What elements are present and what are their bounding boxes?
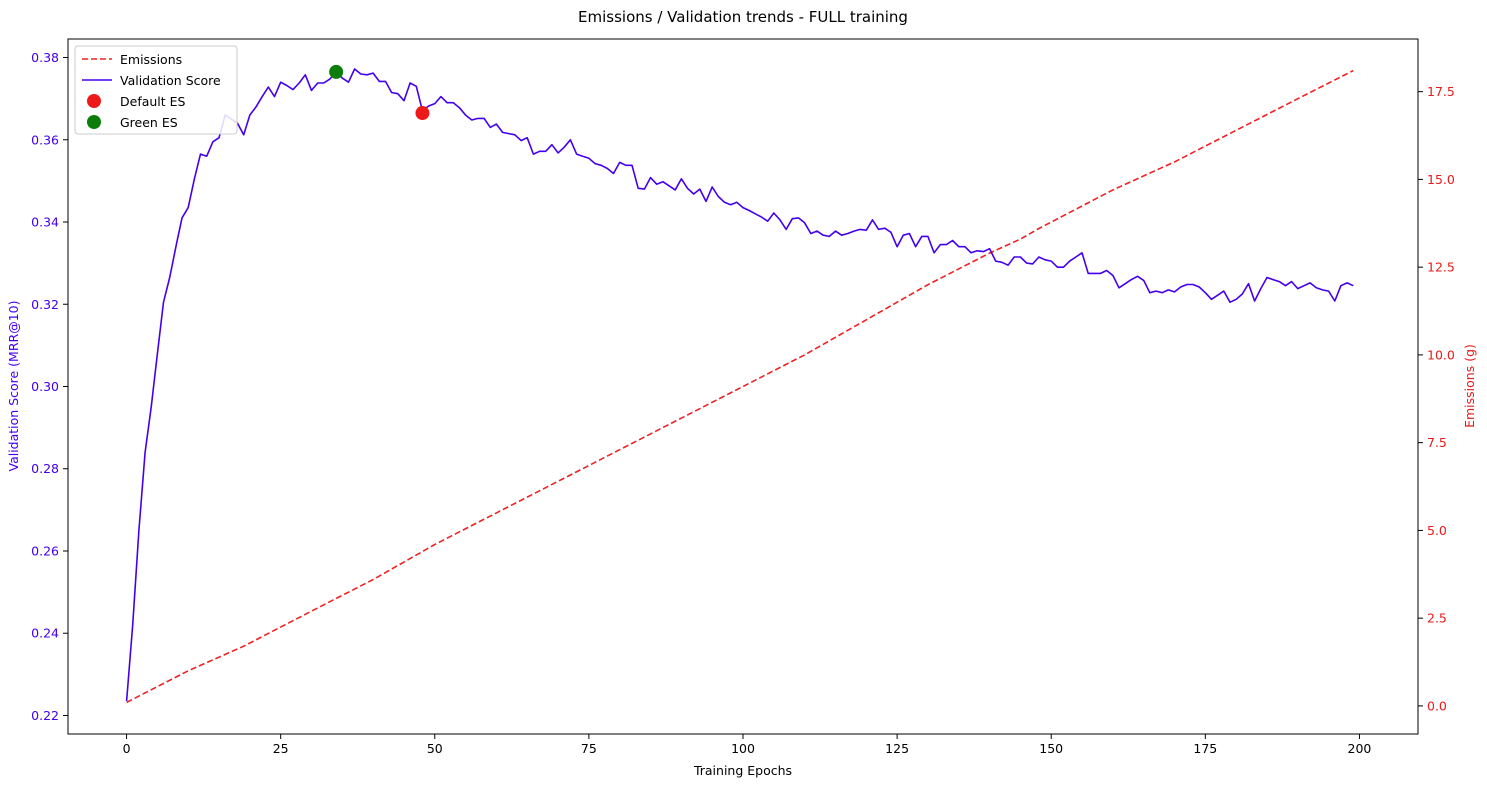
y-right-tick-label: 2.5 <box>1427 611 1447 626</box>
legend-validation-label: Validation Score <box>120 73 221 88</box>
x-tick-label: 50 <box>427 741 443 756</box>
legend-emissions-label: Emissions <box>120 52 182 67</box>
y-axis-left-ticks: 0.22 0.24 0.26 0.28 0.30 0.32 0.34 0.36 0.38 <box>31 50 68 723</box>
legend: Emissions Validation Score Default ES Gr… <box>74 45 238 135</box>
y-left-tick-label: 0.36 <box>31 132 59 147</box>
x-tick-label: 125 <box>885 741 909 756</box>
x-tick-label: 25 <box>273 741 289 756</box>
x-tick-label: 150 <box>1039 741 1063 756</box>
legend-default-es-swatch <box>87 94 101 108</box>
y-left-tick-label: 0.34 <box>31 215 59 230</box>
y-right-tick-label: 17.5 <box>1427 84 1455 99</box>
y-left-tick-label: 0.30 <box>31 379 59 394</box>
y-left-tick-label: 0.24 <box>31 626 59 641</box>
y-left-tick-label: 0.26 <box>31 543 59 558</box>
y-left-tick-label: 0.32 <box>31 297 59 312</box>
green-es-marker <box>329 64 344 79</box>
y-right-tick-label: 0.0 <box>1427 698 1447 713</box>
y-right-tick-label: 12.5 <box>1427 260 1455 275</box>
x-tick-label: 100 <box>731 741 755 756</box>
legend-box <box>74 45 238 135</box>
legend-green-es-swatch <box>87 115 101 129</box>
emissions-series-line <box>126 69 1354 704</box>
default-es-marker <box>415 106 430 121</box>
x-tick-label: 200 <box>1348 741 1372 756</box>
chart-title: Emissions / Validation trends - FULL tra… <box>578 8 908 26</box>
y-axis-right-ticks: 0.0 2.5 5.0 7.5 10.0 12.5 15.0 17.5 <box>1418 84 1455 713</box>
y-left-tick-label: 0.22 <box>31 708 59 723</box>
y-left-tick-label: 0.38 <box>31 50 59 65</box>
y-axis-left-label: Validation Score (MRR@10) <box>6 301 21 472</box>
x-tick-label: 0 <box>123 741 131 756</box>
y-right-tick-label: 7.5 <box>1427 435 1447 450</box>
x-axis-label: Training Epochs <box>693 763 792 778</box>
y-left-tick-label: 0.28 <box>31 461 59 476</box>
y-right-tick-label: 15.0 <box>1427 172 1455 187</box>
y-right-tick-label: 10.0 <box>1427 347 1455 362</box>
plot-frame <box>67 38 1419 735</box>
x-tick-label: 75 <box>581 741 597 756</box>
x-tick-label: 175 <box>1193 741 1217 756</box>
legend-default-es-label: Default ES <box>120 94 186 109</box>
legend-green-es-label: Green ES <box>120 115 178 130</box>
y-axis-right-label: Emissions (g) <box>1462 344 1477 428</box>
validation-score-series-line <box>125 68 1354 702</box>
y-right-tick-label: 5.0 <box>1427 523 1447 538</box>
x-axis-ticks: 0 25 50 75 100 125 150 175 200 <box>123 734 1372 756</box>
